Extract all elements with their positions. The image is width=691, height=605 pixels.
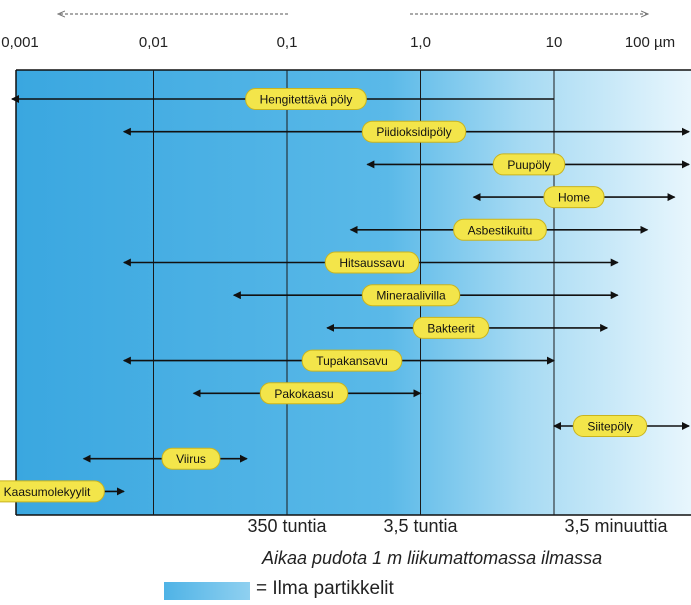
range-label: Pakokaasu	[274, 387, 333, 401]
range-label-pill	[0, 480, 105, 503]
scale-tick-label: 0,001	[1, 34, 39, 51]
range-label-pill	[301, 349, 403, 372]
scale-tick-label: 0,1	[276, 34, 298, 51]
scale-tick-label: 100 µm	[624, 34, 676, 51]
range-label: Home	[558, 191, 590, 205]
range-label-pill	[412, 316, 490, 339]
range-label-pill	[543, 186, 605, 209]
range-label-pill	[324, 251, 420, 274]
range-label-pill	[259, 382, 349, 405]
range-label: Mineraalivilla	[376, 289, 446, 303]
range-label: Hitsaussavu	[339, 256, 404, 270]
range-label-pill	[492, 153, 566, 176]
range-label: Kaasumolekyylit	[4, 485, 91, 499]
range-label: Siitepöly	[587, 420, 632, 434]
range-label: Hengitettävä pöly	[260, 93, 353, 107]
range-label: Asbestikuitu	[468, 223, 533, 237]
range-label: Bakteerit	[427, 321, 475, 335]
range-label-pill	[361, 120, 467, 143]
chart-caption: Aikaa pudota 1 m liikumattomassa ilmassa	[262, 548, 603, 568]
range-label: Puupöly	[507, 158, 550, 172]
scale-tick-label: 0,01	[138, 34, 169, 51]
scale-tick-label: 1,0	[410, 34, 431, 51]
scale-tick-label: 10	[545, 34, 563, 51]
legend-swatch	[164, 582, 250, 600]
range-label: Piidioksidipöly	[376, 125, 451, 139]
range-label: Tupakansavu	[316, 354, 388, 368]
range-label-pill	[161, 447, 221, 470]
range-label-pill	[572, 415, 648, 437]
range-label-pill	[453, 218, 547, 241]
fall-time-label: 3,5 minuuttia	[564, 516, 668, 536]
range-label-pill	[245, 88, 367, 110]
plot-background	[16, 70, 691, 515]
range-label-pill	[361, 284, 461, 307]
legend-label: = Ilma partikkelit	[256, 578, 394, 599]
fall-time-label: 3,5 tuntia	[383, 516, 458, 536]
fall-time-label: 350 tuntia	[247, 516, 327, 536]
range-label: Viirus	[176, 452, 206, 466]
